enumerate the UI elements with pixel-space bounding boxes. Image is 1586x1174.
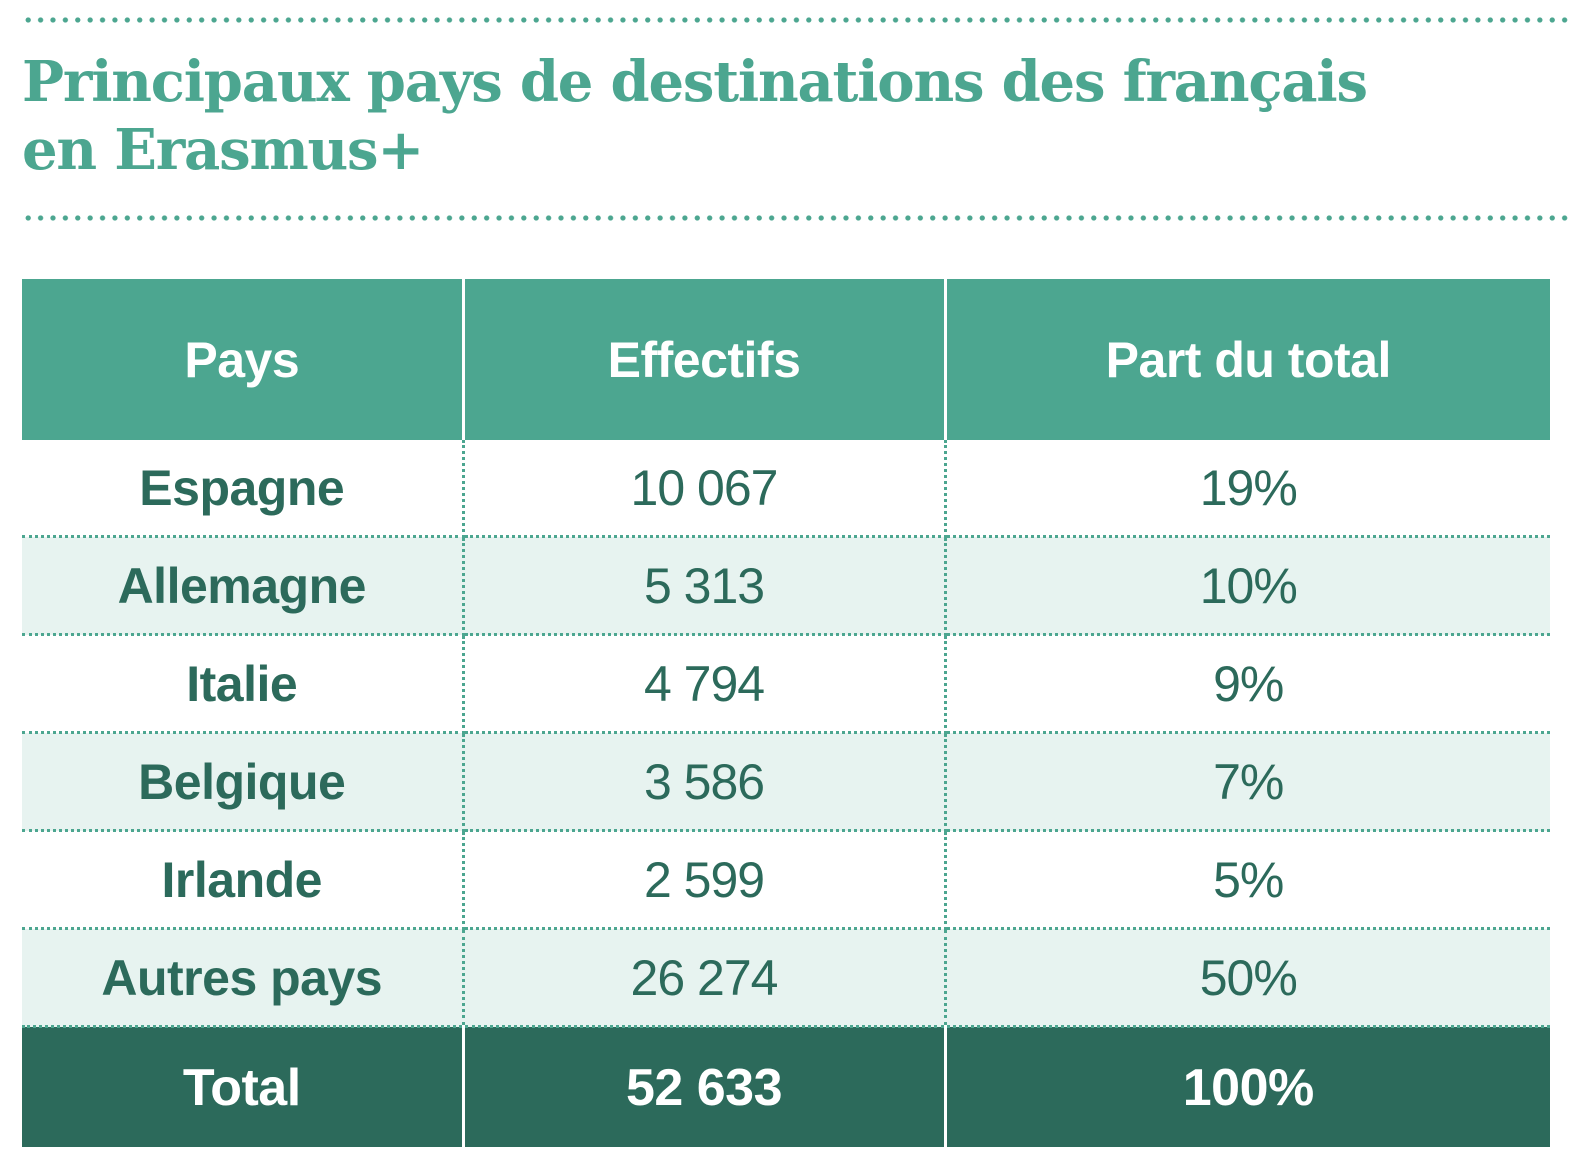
cell-pays: Irlande <box>22 830 465 930</box>
header-effectifs: Effectifs <box>463 279 947 440</box>
cell-effectifs: 5 313 <box>463 536 947 636</box>
total-part: 100% <box>945 1026 1550 1147</box>
table-row: Irlande 2 599 5% <box>22 830 1550 930</box>
total-effectifs: 52 633 <box>463 1026 947 1147</box>
total-row: Total 52 633 100% <box>22 1026 1550 1147</box>
title-line-2: en Erasmus+ <box>22 117 424 183</box>
cell-pays: Autres pays <box>22 928 465 1028</box>
table-row: Italie 4 794 9% <box>22 634 1550 734</box>
cell-effectifs: 2 599 <box>463 830 947 930</box>
table-row: Espagne 10 067 19% <box>22 440 1550 538</box>
cell-part: 5% <box>945 830 1550 930</box>
table-header: Pays Effectifs Part du total <box>22 279 1550 440</box>
cell-effectifs: 3 586 <box>463 732 947 832</box>
destinations-table: Pays Effectifs Part du total Espagne 10 … <box>22 279 1550 1147</box>
cell-part: 9% <box>945 634 1550 734</box>
cell-part: 19% <box>945 440 1550 538</box>
cell-pays: Italie <box>22 634 465 734</box>
header-row: Pays Effectifs Part du total <box>22 279 1550 440</box>
cell-part: 50% <box>945 928 1550 1028</box>
header-pays: Pays <box>22 279 465 440</box>
table-body: Espagne 10 067 19% Allemagne 5 313 10% I… <box>22 440 1550 1028</box>
cell-effectifs: 4 794 <box>463 634 947 734</box>
cell-pays: Belgique <box>22 732 465 832</box>
cell-pays: Allemagne <box>22 536 465 636</box>
total-label: Total <box>22 1026 465 1147</box>
cell-effectifs: 10 067 <box>463 440 947 538</box>
table-title: Principaux pays de destinations des fran… <box>22 48 1562 184</box>
table-footer: Total 52 633 100% <box>22 1026 1550 1147</box>
table-row: Belgique 3 586 7% <box>22 732 1550 832</box>
table-row: Allemagne 5 313 10% <box>22 536 1550 636</box>
title-line-1: Principaux pays de destinations des fran… <box>22 49 1368 115</box>
cell-pays: Espagne <box>22 440 465 538</box>
cell-part: 10% <box>945 536 1550 636</box>
header-part: Part du total <box>945 279 1550 440</box>
top-dotted-rule <box>22 17 1570 23</box>
bottom-dotted-rule <box>22 215 1570 221</box>
cell-part: 7% <box>945 732 1550 832</box>
cell-effectifs: 26 274 <box>463 928 947 1028</box>
table-row: Autres pays 26 274 50% <box>22 928 1550 1028</box>
